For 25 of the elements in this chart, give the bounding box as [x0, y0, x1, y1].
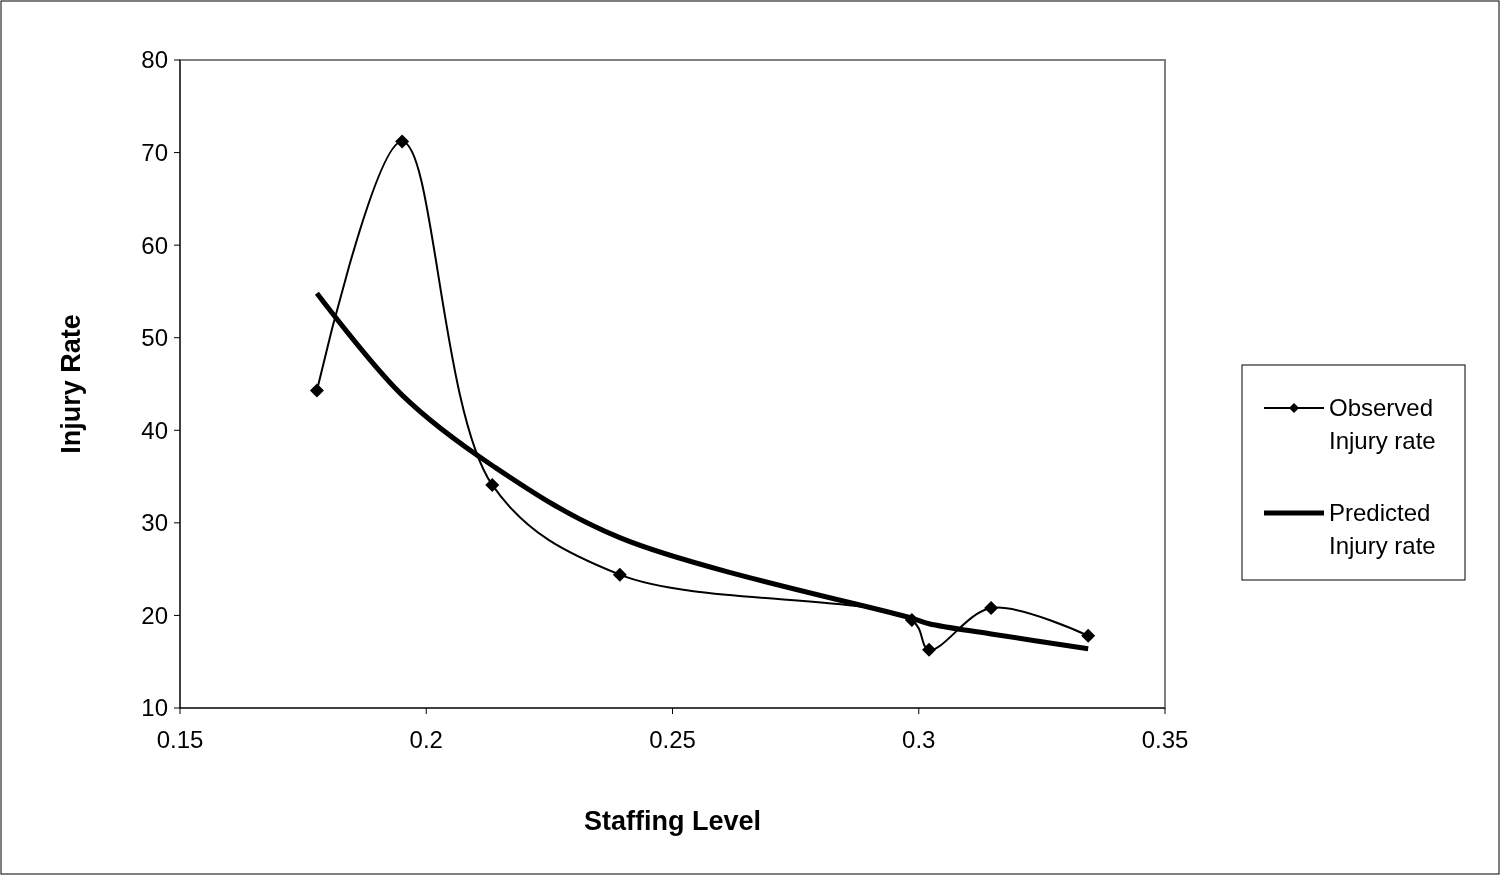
y-tick-label: 30 — [141, 509, 168, 537]
point — [922, 642, 937, 657]
x-tick-label: 0.15 — [156, 726, 204, 753]
y-tick-label: 50 — [141, 324, 168, 352]
x-tick-label: 0.25 — [649, 726, 696, 753]
y-tick-label: 10 — [141, 694, 168, 722]
x-tick-label: 0.35 — [1141, 726, 1189, 753]
x-tick-label: 0.2 — [409, 726, 443, 753]
y-tick-label: 20 — [141, 601, 168, 629]
y-tick-label: 40 — [141, 416, 168, 444]
y-tick-label: 60 — [141, 231, 168, 259]
legend-label: Predicted Injury rate — [1329, 499, 1436, 560]
point — [395, 134, 410, 149]
y-axis-title: Injury Rate — [56, 314, 86, 454]
point — [1081, 628, 1096, 643]
legend-label: Observed Injury rate — [1329, 394, 1436, 455]
point — [984, 601, 999, 616]
x-tick-label: 0.3 — [902, 726, 936, 753]
y-tick-label: 70 — [141, 138, 168, 166]
x-axis-title: Staffing Level — [583, 806, 762, 836]
point — [485, 477, 500, 492]
point — [612, 567, 627, 582]
point — [309, 383, 324, 398]
point — [904, 613, 919, 628]
y-tick-label: 80 — [141, 46, 168, 74]
